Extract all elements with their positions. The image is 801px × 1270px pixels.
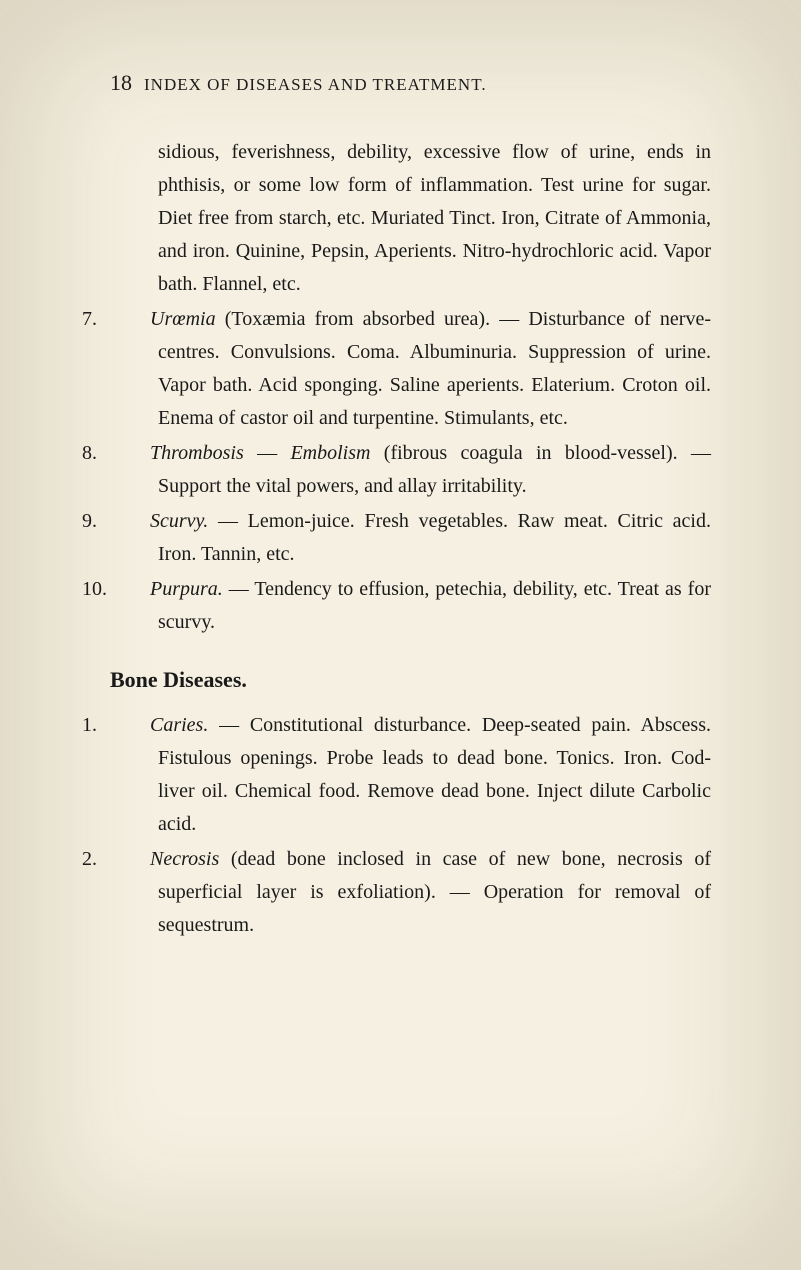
entry-continuation: sidious, feverishness, debility, excessi… — [110, 136, 711, 301]
section-title: Bone Diseases. — [110, 667, 711, 693]
section-entry-2-term: Necrosis — [150, 848, 219, 870]
entry-8: 8.Thrombosis — Embolism (fibrous coagula… — [110, 437, 711, 503]
entry-9-term: Scurvy. — [150, 510, 208, 532]
entry-7-term: Urœmia — [150, 308, 216, 330]
entry-8-term: Thrombosis — [150, 442, 244, 464]
section-entry-1-text: — Constitutional disturbance. Deep-seate… — [158, 714, 711, 835]
entry-10: 10.Purpura. — Tendency to effusion, pete… — [110, 573, 711, 639]
entry-10-text: — Tendency to effusion, petechia, debili… — [158, 578, 711, 633]
section-entry-2-number: 2. — [120, 843, 150, 876]
entry-8-term2: Embolism — [290, 442, 370, 464]
entry-9: 9.Scurvy. — Lemon-juice. Fresh vegetable… — [110, 505, 711, 571]
entry-9-text: — Lemon-juice. Fresh vegetables. Raw mea… — [158, 510, 711, 565]
entry-7-number: 7. — [120, 303, 150, 336]
entry-9-number: 9. — [120, 505, 150, 538]
section-entry-1-number: 1. — [120, 709, 150, 742]
entry-10-number: 10. — [120, 573, 150, 606]
page-number: 18 — [110, 70, 132, 96]
page-title: INDEX OF DISEASES AND TREATMENT. — [144, 75, 487, 95]
entry-8-number: 8. — [120, 437, 150, 470]
entry-7: 7.Urœmia (Toxæmia from absorbed urea). —… — [110, 303, 711, 435]
section-entry-1: 1.Caries. — Constitutional disturbance. … — [110, 709, 711, 841]
page-header: 18 INDEX OF DISEASES AND TREATMENT. — [110, 70, 711, 96]
section-entry-1-term: Caries. — [150, 714, 208, 736]
section-entry-2-text: (dead bone inclosed in case of new bone,… — [158, 848, 711, 936]
entry-7-text: (Toxæmia from absorbed urea). — Disturba… — [158, 308, 711, 429]
entry-continuation-text: sidious, feverishness, debility, excessi… — [158, 141, 711, 295]
entry-10-term: Purpura. — [150, 578, 223, 600]
section-entry-2: 2.Necrosis (dead bone inclosed in case o… — [110, 843, 711, 942]
entry-8-connector: — — [244, 442, 291, 464]
